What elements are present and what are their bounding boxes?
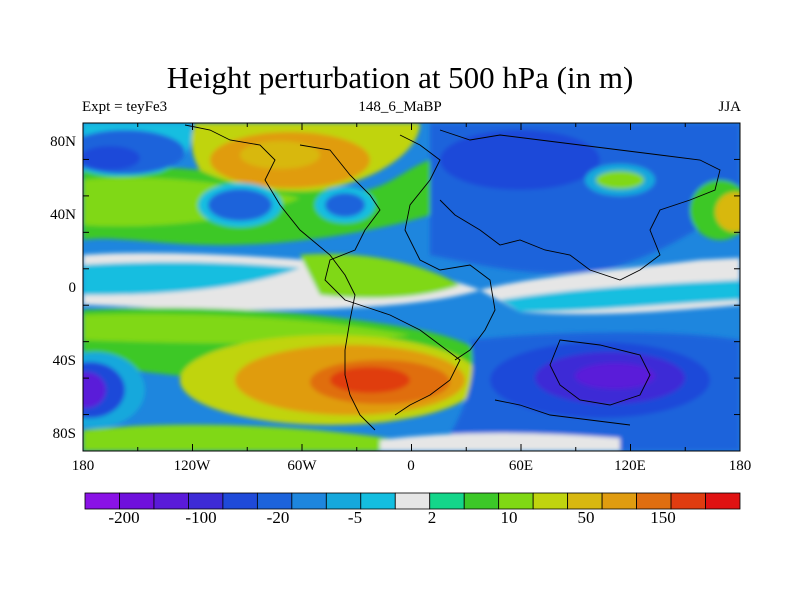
right-string: JJA: [718, 99, 741, 115]
eurasia-low-core: [440, 130, 600, 190]
south-indian-purple: [575, 363, 655, 389]
lon-label-180w: 180: [72, 458, 95, 474]
lat-label-80s: 80S: [53, 426, 76, 442]
left-string: Expt = teyFe3: [82, 99, 168, 115]
colorbar-box: [601, 492, 637, 510]
colorbar-box: [705, 492, 741, 510]
colorbar-box: [394, 492, 431, 510]
lon-label-120e: 120E: [614, 458, 646, 474]
colorbar-box: [153, 492, 189, 510]
colorbar-label-m200: -200: [108, 508, 139, 527]
sam-high-red: [330, 367, 410, 393]
na-low-blue: [208, 189, 272, 221]
lon-label-180e: 180: [729, 458, 752, 474]
colorbar-box: [84, 492, 120, 510]
lat-ticks: [83, 122, 740, 452]
coast-africa-europe: [399, 134, 496, 361]
coast-antarctica: [494, 399, 631, 426]
colorbar-box: [567, 492, 603, 510]
plot-title: Height perturbation at 500 hPa (in m): [166, 60, 634, 95]
lon-ticks: [82, 123, 741, 451]
na-high-core: [240, 141, 320, 169]
colorbar-box: [222, 492, 258, 510]
atl-low-blue: [325, 193, 365, 217]
colorbar-label-m5: -5: [348, 508, 362, 527]
arctic-west-core: [83, 146, 140, 170]
tropic-cyan-east: [500, 280, 740, 312]
tropic-cyan-west: [83, 262, 300, 295]
colorbar-box: [429, 492, 465, 510]
colorbar-box: [188, 492, 224, 510]
npac-yellow: [715, 192, 740, 232]
lat-label-40s: 40S: [53, 353, 76, 369]
lat-label-eq: 0: [69, 280, 77, 296]
colorbar-label-50: 50: [578, 508, 595, 527]
colorbar: [84, 492, 741, 510]
coast-eurasia: [439, 129, 721, 281]
lon-label-60e: 60E: [509, 458, 533, 474]
tropic-green-atl: [300, 253, 460, 298]
colorbar-box: [498, 492, 534, 510]
coast-australia: [549, 339, 651, 406]
colorbar-label-m100: -100: [185, 508, 216, 527]
colorbar-box: [291, 492, 327, 510]
lon-label-0: 0: [407, 458, 415, 474]
colorbar-label-2: 2: [428, 508, 437, 527]
lat-label-40n: 40N: [50, 207, 76, 223]
coastlines: [184, 124, 721, 431]
coast-americas-west: [184, 124, 376, 431]
antarctic-gray: [380, 433, 620, 451]
lon-label-120w: 120W: [174, 458, 212, 474]
lat-label-80n: 80N: [50, 134, 76, 150]
colorbar-label-m20: -20: [267, 508, 290, 527]
siberia-ring-green: [596, 171, 644, 189]
colorbar-box: [532, 492, 569, 510]
colorbar-box: [463, 492, 500, 510]
lon-label-60w: 60W: [287, 458, 317, 474]
coast-americas-east: [299, 144, 461, 416]
contour-field: [83, 123, 740, 451]
colorbar-box: [360, 492, 396, 510]
colorbar-box: [256, 492, 293, 510]
colorbar-box: [670, 492, 706, 510]
colorbar-box: [325, 492, 362, 510]
center-string: 148_6_MaBP: [358, 99, 442, 115]
antarctic-green: [83, 424, 400, 451]
colorbar-box: [119, 492, 155, 510]
colorbar-label-10: 10: [501, 508, 518, 527]
sw-low-purple: [83, 372, 106, 408]
colorbar-box: [636, 492, 672, 510]
colorbar-label-150: 150: [650, 508, 676, 527]
